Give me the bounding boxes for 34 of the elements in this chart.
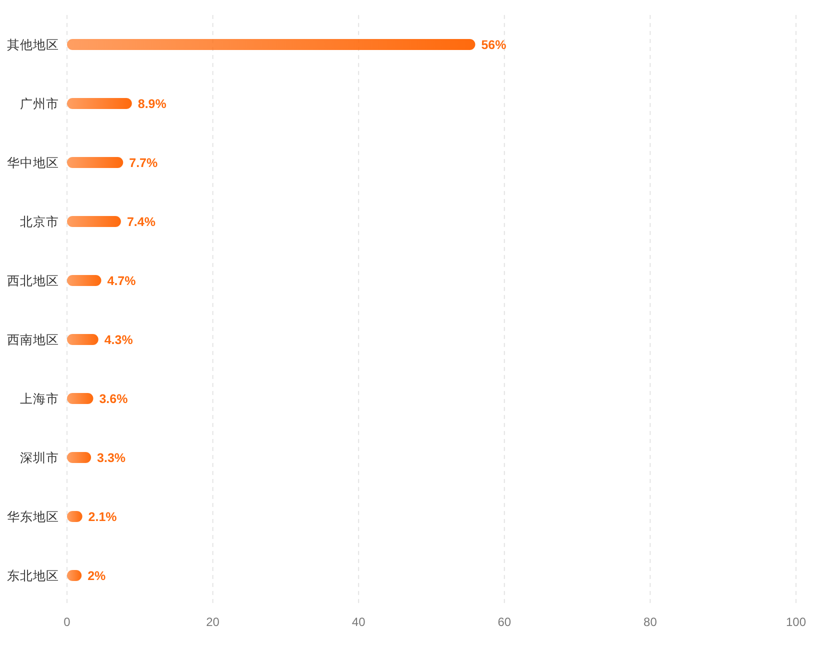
y-tick-label: 上海市 (20, 392, 59, 406)
y-tick-label: 广州市 (20, 97, 59, 111)
y-tick-label: 其他地区 (7, 38, 59, 52)
x-tick-label: 100 (786, 615, 806, 629)
x-tick-label: 60 (498, 615, 512, 629)
y-tick-label: 华东地区 (7, 510, 59, 524)
data-label: 3.3% (97, 451, 126, 465)
data-label: 3.6% (99, 392, 128, 406)
data-label: 4.7% (107, 274, 136, 288)
y-tick-label: 西南地区 (7, 333, 59, 347)
bar (67, 275, 102, 286)
x-tick-label: 40 (352, 615, 366, 629)
data-label: 7.4% (126, 215, 156, 229)
data-label: 7.7% (129, 156, 158, 170)
x-tick-label: 80 (644, 615, 658, 629)
bar (67, 393, 94, 404)
y-tick-label: 西北地区 (7, 274, 59, 288)
y-tick-label: 东北地区 (7, 569, 59, 583)
y-tick-label: 华中地区 (7, 156, 59, 170)
y-tick-label: 北京市 (20, 215, 59, 229)
bar (67, 157, 124, 168)
data-label: 2.1% (88, 510, 117, 524)
x-tick-label: 0 (64, 615, 71, 629)
bar (67, 334, 98, 345)
bar (67, 216, 121, 227)
x-tick-label: 20 (206, 615, 220, 629)
data-label: 8.9% (138, 97, 166, 111)
data-label: 56% (481, 38, 506, 52)
y-tick-label: 深圳市 (20, 451, 59, 465)
data-label: 2% (88, 569, 106, 583)
bar (67, 452, 92, 463)
data-label: 4.3% (104, 333, 133, 347)
bar (67, 39, 476, 50)
bar (67, 98, 132, 109)
